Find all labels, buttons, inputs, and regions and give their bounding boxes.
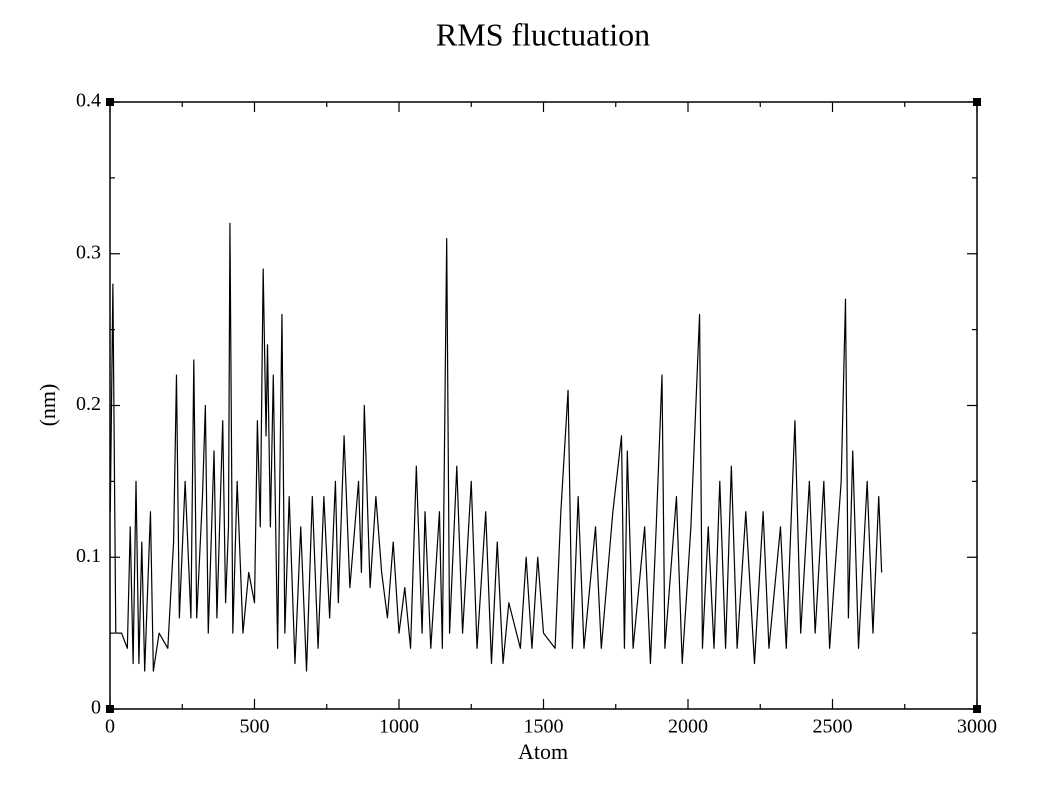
y-tick-label: 0.2 [76, 393, 101, 415]
data-line [109, 222, 883, 672]
x-tick-label: 3000 [957, 716, 997, 738]
chart-title: RMS fluctuation [436, 16, 650, 52]
y-tick-label: 0.1 [76, 545, 101, 567]
y-tick-label: 0 [91, 697, 101, 719]
y-tick-label: 0.3 [76, 241, 101, 263]
x-tick-label: 0 [105, 716, 115, 738]
x-tick-label: 500 [240, 716, 270, 738]
y-tick-label: 0.4 [76, 90, 101, 112]
x-tick-label: 2500 [813, 716, 853, 738]
x-tick-label: 2000 [668, 716, 708, 738]
x-tick-label: 1000 [379, 716, 419, 738]
y-axis-label: (nm) [35, 384, 60, 427]
x-tick-label: 1500 [524, 716, 564, 738]
x-axis-label: Atom [518, 739, 568, 764]
